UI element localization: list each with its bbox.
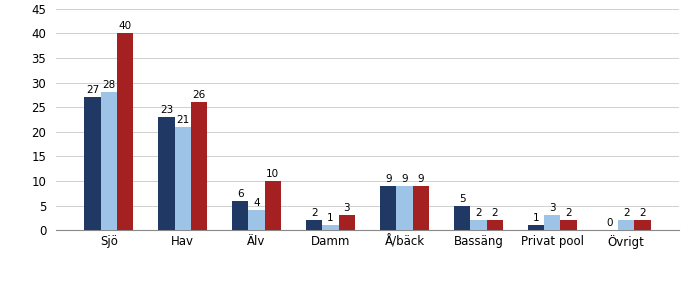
Text: 9: 9 xyxy=(401,174,408,184)
Text: 2: 2 xyxy=(623,208,629,218)
Bar xyxy=(339,215,355,230)
Text: 21: 21 xyxy=(176,115,189,125)
Text: 2: 2 xyxy=(566,208,572,218)
Text: 2: 2 xyxy=(311,208,318,218)
Bar xyxy=(396,186,412,230)
Text: 6: 6 xyxy=(237,189,244,199)
Text: 2: 2 xyxy=(491,208,498,218)
Bar xyxy=(265,181,281,230)
Text: 2: 2 xyxy=(639,208,646,218)
Text: 9: 9 xyxy=(417,174,424,184)
Text: 4: 4 xyxy=(253,199,260,209)
Text: 10: 10 xyxy=(266,169,279,179)
Bar xyxy=(380,186,396,230)
Bar xyxy=(323,225,339,230)
Bar xyxy=(528,225,544,230)
Text: 2: 2 xyxy=(475,208,482,218)
Bar xyxy=(191,102,207,230)
Bar xyxy=(470,220,486,230)
Text: 40: 40 xyxy=(118,22,132,32)
Bar xyxy=(618,220,634,230)
Bar xyxy=(117,33,133,230)
Bar xyxy=(84,97,101,230)
Bar xyxy=(561,220,577,230)
Text: 26: 26 xyxy=(193,90,206,100)
Bar xyxy=(634,220,651,230)
Text: 3: 3 xyxy=(549,203,556,213)
Bar xyxy=(101,92,117,230)
Text: 9: 9 xyxy=(385,174,391,184)
Text: 23: 23 xyxy=(160,105,173,115)
Bar xyxy=(306,220,323,230)
Bar xyxy=(544,215,561,230)
Bar xyxy=(412,186,429,230)
Bar xyxy=(454,206,470,230)
Bar xyxy=(248,210,265,230)
Text: 5: 5 xyxy=(458,194,466,204)
Bar xyxy=(486,220,503,230)
Bar xyxy=(232,201,248,230)
Bar xyxy=(174,127,191,230)
Text: 3: 3 xyxy=(344,203,350,213)
Text: 1: 1 xyxy=(533,213,540,223)
Text: 1: 1 xyxy=(327,213,334,223)
Bar xyxy=(158,117,174,230)
Text: 28: 28 xyxy=(102,81,116,91)
Text: 0: 0 xyxy=(607,218,613,228)
Text: 27: 27 xyxy=(86,85,99,95)
